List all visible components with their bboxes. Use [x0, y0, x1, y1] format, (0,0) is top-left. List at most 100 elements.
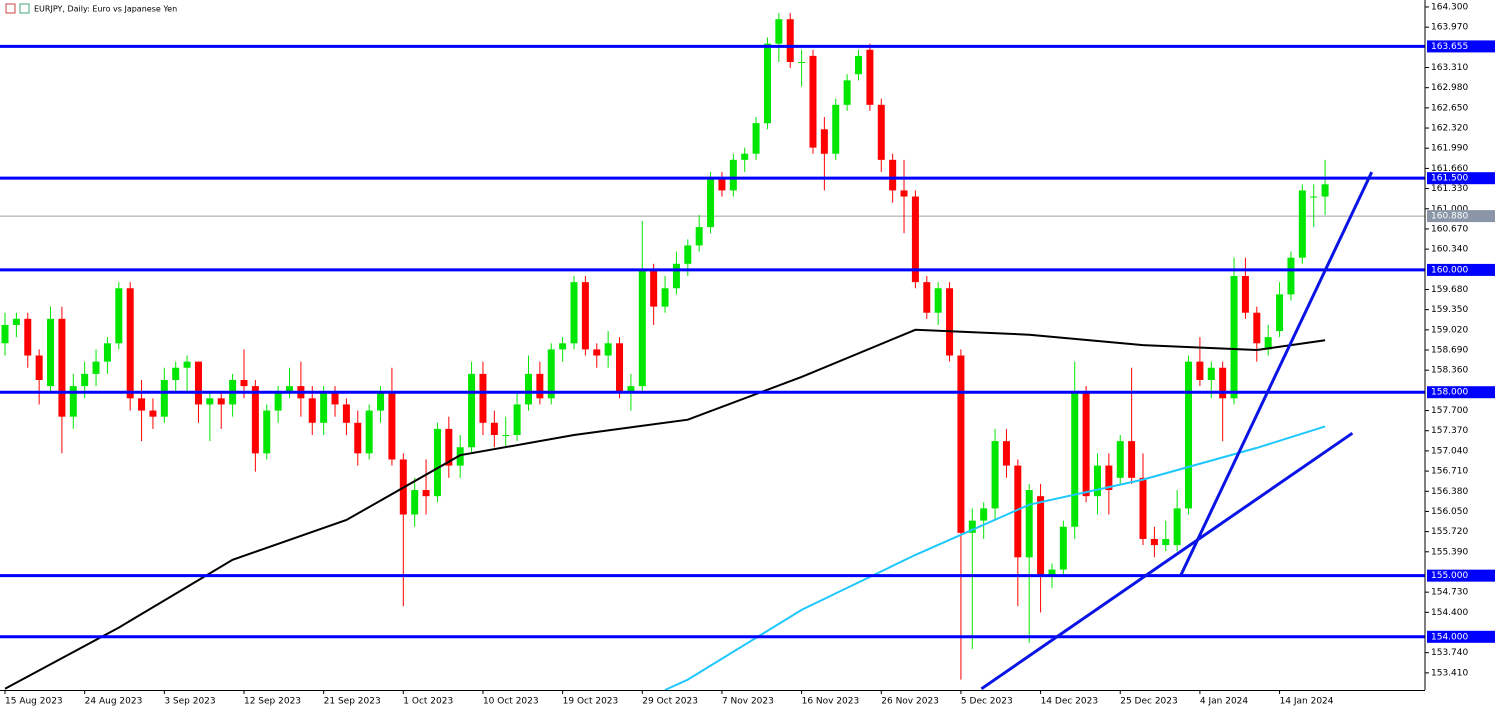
- candle-body: [331, 392, 339, 405]
- x-tick-label: 4 Jan 2024: [1200, 697, 1248, 707]
- candle-body: [217, 398, 225, 405]
- candle-body: [1025, 490, 1033, 558]
- candle-body: [524, 373, 532, 405]
- candle-body: [92, 361, 100, 374]
- candle-body: [752, 123, 760, 154]
- y-tick-label: 163.970: [1431, 23, 1468, 33]
- y-tick-label: 155.390: [1431, 547, 1468, 557]
- candle-body: [729, 159, 737, 191]
- candle-body: [1230, 276, 1238, 399]
- x-tick-label: 12 Sep 2023: [244, 697, 301, 707]
- level-label: 163.655: [1431, 42, 1468, 52]
- candle-body: [308, 398, 316, 423]
- candle-body: [1298, 190, 1306, 258]
- moving-average: [4, 328, 1326, 690]
- candle-body: [1071, 392, 1079, 527]
- candle-body: [263, 410, 271, 454]
- candle-body: [1093, 465, 1101, 497]
- candle-body: [172, 367, 180, 380]
- x-tick-label: 14 Jan 2024: [1280, 697, 1334, 707]
- candle-body: [604, 343, 612, 356]
- candle-body: [707, 178, 715, 228]
- y-tick-label: 160.340: [1431, 245, 1468, 255]
- candle-body: [1287, 257, 1295, 295]
- candle-body: [1082, 392, 1090, 497]
- candle-body: [365, 410, 373, 454]
- candle-body: [138, 398, 146, 411]
- candle-body: [411, 490, 419, 515]
- candle-body: [1264, 337, 1272, 350]
- candle-body: [468, 373, 476, 448]
- candle-body: [672, 263, 680, 289]
- level-label-box: [1427, 263, 1495, 276]
- candle-body: [889, 159, 897, 191]
- level-label: 160.000: [1431, 265, 1468, 275]
- candle-body: [445, 428, 453, 466]
- candle-body: [320, 392, 328, 423]
- x-tick-label: 7 Nov 2023: [722, 697, 774, 707]
- y-tick-label: 156.710: [1431, 467, 1468, 477]
- candle-body: [968, 520, 976, 533]
- candle-body: [559, 343, 567, 350]
- level-label-box: [1427, 569, 1495, 582]
- candle-body: [35, 355, 43, 380]
- candle-body: [502, 435, 510, 437]
- y-tick-label: 156.380: [1431, 487, 1468, 497]
- candle-body: [377, 392, 385, 411]
- y-tick-label: 154.400: [1431, 608, 1468, 618]
- y-tick-label: 162.320: [1431, 124, 1468, 134]
- candle-body: [103, 343, 111, 362]
- candle-body: [1310, 196, 1318, 198]
- candle-body: [286, 386, 294, 393]
- y-tick-label: 153.740: [1431, 648, 1468, 658]
- candle-body: [1173, 508, 1181, 546]
- y-tick-label: 162.650: [1431, 103, 1468, 113]
- candle-body: [160, 379, 168, 417]
- candle-body: [650, 269, 658, 307]
- y-tick-label: 163.310: [1431, 63, 1468, 73]
- level-label-box: [1427, 40, 1495, 53]
- x-tick-label: 16 Nov 2023: [802, 697, 860, 707]
- x-tick-label: 14 Dec 2023: [1041, 697, 1099, 707]
- chart-icon[interactable]: [19, 3, 30, 14]
- candle-body: [490, 422, 498, 436]
- candle-body: [206, 398, 214, 405]
- candle-body: [12, 318, 20, 325]
- candle-body: [388, 392, 396, 460]
- candle-body: [240, 379, 248, 387]
- y-tick-label: 156.050: [1431, 507, 1468, 517]
- candle-body: [1207, 367, 1215, 380]
- candle-body: [69, 386, 77, 417]
- candle-body: [1321, 184, 1329, 197]
- candle-body: [354, 422, 362, 454]
- candle-body: [1128, 441, 1136, 478]
- candle-body: [24, 318, 32, 356]
- candle-body: [194, 361, 202, 405]
- x-tick-label: 25 Dec 2023: [1120, 697, 1178, 707]
- candle-body: [661, 288, 669, 307]
- y-tick-label: 158.690: [1431, 346, 1468, 356]
- candle-body: [923, 282, 931, 313]
- candle-body: [536, 373, 544, 399]
- candle-body: [946, 288, 954, 356]
- y-tick-label: 157.370: [1431, 426, 1468, 436]
- chart-icon[interactable]: [5, 3, 16, 14]
- candle-body: [593, 349, 601, 356]
- x-tick-label: 26 Nov 2023: [881, 697, 939, 707]
- level-label-box: [1427, 386, 1495, 399]
- candle-body: [1014, 465, 1022, 558]
- level-label: 158.000: [1431, 388, 1468, 398]
- x-tick-label: 21 Sep 2023: [324, 697, 381, 707]
- candle-body: [81, 373, 89, 387]
- y-tick-label: 162.980: [1431, 83, 1468, 93]
- last-price-box: [1427, 210, 1495, 223]
- y-tick-label: 157.700: [1431, 406, 1468, 416]
- candle-body: [149, 410, 157, 417]
- candle-body: [866, 49, 874, 105]
- x-tick-label: 3 Sep 2023: [164, 697, 215, 707]
- candle-body: [1185, 361, 1193, 509]
- candle-body: [547, 349, 555, 399]
- candle-body: [1139, 477, 1147, 539]
